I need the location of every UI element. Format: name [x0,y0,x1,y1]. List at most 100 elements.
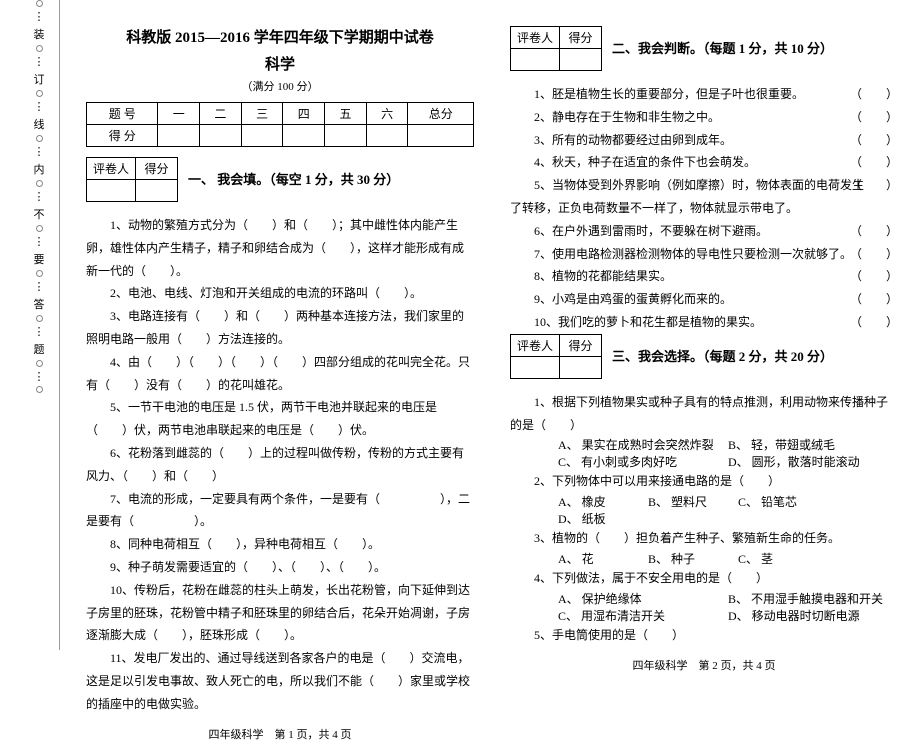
score-col: 四 [283,103,325,125]
review-box: 评卷人 得分 [86,157,178,202]
judge-q7: 7、使用电路检测器检测物体的导电性只要检测一次就够了。（ ） [510,243,898,266]
score-col: 五 [325,103,367,125]
section-1-header: 评卷人 得分 一、 我会填。（每空 1 分，共 30 分） [86,157,474,202]
review-cell [560,356,602,378]
review-cell [511,356,560,378]
score-col: 一 [158,103,200,125]
choice-option: B、 塑料尺 [648,493,728,510]
choice-q5: 5、手电筒使用的是（ ） [510,624,898,647]
judge-q4: 4、秋天，种子在适宜的条件下也会萌发。（ ） [510,151,898,174]
review-box: 评卷人 得分 [510,334,602,379]
binding-char: 订 [34,71,45,87]
fill-q2: 2、电池、电线、灯泡和开关组成的电流的环路叫（ ）。 [86,282,474,305]
fill-q10: 10、传粉后，花粉在雌蕊的柱头上萌发，长出花粉管，向下延伸到达子房里的胚珠，花粉… [86,579,474,647]
footer-page-1: 四年级科学 第 1 页，共 4 页 [86,716,474,742]
fill-q8: 8、同种电荷相互（ ），异种电荷相互（ ）。 [86,533,474,556]
choice-q3: 3、植物的（ ）担负着产生种子、繁殖新生命的任务。 [510,527,898,550]
section-3-questions: 1、根据下列植物果实或种子具有的特点推测，利用动物来传播种子的是（ ） A、 果… [510,391,898,647]
fill-q11: 11、发电厂发出的、通过导线送到各家各户的电是（ ）交流电，这是足以引发电事故、… [86,647,474,715]
score-cell [158,125,200,147]
binding-char: 不 [34,206,45,222]
judge-q2: 2、静电存在于生物和非生物之中。（ ） [510,106,898,129]
judge-q6: 6、在户外遇到雷雨时，不要躲在树下避雨。（ ） [510,220,898,243]
review-cell [136,180,178,202]
score-col: 六 [366,103,408,125]
choice-option: D、 移动电器时切断电源 [728,607,888,624]
score-header-label: 题 号 [87,103,158,125]
choice-option: A、 保护绝缘体 [558,590,718,607]
choice-option: C、 有小刺或多肉好吃 [558,453,718,470]
score-cell [241,125,283,147]
score-label: 得分 [136,158,178,180]
judge-q1: 1、胚是植物生长的重要部分，但是子叶也很重要。（ ） [510,83,898,106]
choice-q2: 2、下列物体中可以用来接通电路的是（ ） [510,470,898,493]
choice-option: B、 种子 [648,550,728,567]
score-col: 二 [200,103,242,125]
fill-q9: 9、种子萌发需要适宜的（ ）、（ ）、（ ）。 [86,556,474,579]
judge-q3: 3、所有的动物都要经过由卵到成年。（ ） [510,129,898,152]
section-2-title: 二、我会判断。（每题 1 分，共 10 分） [612,26,833,57]
choice-q1: 1、根据下列植物果实或种子具有的特点推测，利用动物来传播种子的是（ ） [510,391,898,437]
fill-q6: 6、花粉落到雌蕊的（ ）上的过程叫做传粉，传粉的方式主要有风力、（ ）和（ ） [86,442,474,488]
score-label: 得分 [560,27,602,49]
choice-q4: 4、下列做法，属于不安全用电的是（ ） [510,567,898,590]
binding-char: 内 [34,161,45,177]
choice-q1-options: A、 果实在成熟时会突然炸裂 B、 轻，带翅或绒毛 C、 有小刺或多肉好吃 D、… [510,436,898,470]
choice-option: A、 果实在成熟时会突然炸裂 [558,436,718,453]
review-cell [87,180,136,202]
binding-char: 题 [34,341,45,357]
fill-q5: 5、一节干电池的电压是 1.5 伏，两节干电池并联起来的电压是（ ）伏，两节电池… [86,396,474,442]
reviewer-label: 评卷人 [511,334,560,356]
score-cell [366,125,408,147]
exam-title: 科教版 2015—2016 学年四年级下学期期中试卷 [86,26,474,47]
choice-option: D、 纸板 [558,510,638,527]
fill-q3: 3、电路连接有（ ）和（ ）两种基本连接方法，我们家里的照明电路一般用（ ）方法… [86,305,474,351]
choice-option: B、 不用湿手触摸电器和开关 [728,590,888,607]
page-2: 评卷人 得分 二、我会判断。（每题 1 分，共 10 分） 1、胚是植物生长的重… [492,0,920,650]
binding-char: 要 [34,251,45,267]
section-1-questions: 1、动物的繁殖方式分为（ ）和（ ）；其中雌性体内能产生卵，雄性体内产生精子，精… [86,214,474,716]
score-cell [325,125,367,147]
choice-q4-options: A、 保护绝缘体 B、 不用湿手触摸电器和开关 C、 用湿布清洁开关 D、 移动… [510,590,898,624]
section-2-header: 评卷人 得分 二、我会判断。（每题 1 分，共 10 分） [510,26,898,71]
judge-q9: 9、小鸡是由鸡蛋的蛋黄孵化而来的。（ ） [510,288,898,311]
page-1: 科教版 2015—2016 学年四年级下学期期中试卷 科学 （满分 100 分）… [60,0,492,650]
choice-q2-options: A、 橡皮 B、 塑料尺 C、 铅笔芯 D、 纸板 [510,493,898,527]
section-3-title: 三、我会选择。（每题 2 分，共 20 分） [612,334,833,365]
binding-char: 答 [34,296,45,312]
reviewer-label: 评卷人 [87,158,136,180]
choice-option: C、 用湿布清洁开关 [558,607,718,624]
review-cell [560,49,602,71]
score-table: 题 号 一 二 三 四 五 六 总分 得 分 [86,102,474,147]
choice-option: A、 橡皮 [558,493,638,510]
binding-text: ⋮ 装 ⋮ 订 ⋮ 线 ⋮ 内 ⋮ 不 ⋮ 要 ⋮ 答 ⋮ 题 ⋮ [30,0,48,650]
choice-option: A、 花 [558,550,638,567]
score-row-label: 得 分 [87,125,158,147]
footer-page-2: 四年级科学 第 2 页，共 4 页 [510,647,898,673]
fill-q1: 1、动物的繁殖方式分为（ ）和（ ）；其中雌性体内能产生卵，雄性体内产生精子，精… [86,214,474,282]
choice-option: C、 茎 [738,550,818,567]
score-col: 总分 [408,103,474,125]
score-cell [408,125,474,147]
review-cell [511,49,560,71]
binding-char: 线 [34,116,45,132]
score-cell [283,125,325,147]
score-cell [200,125,242,147]
score-col: 三 [241,103,283,125]
exam-subject: 科学 [86,53,474,74]
section-1-title: 一、 我会填。（每空 1 分，共 30 分） [188,157,399,188]
fill-q4: 4、由（ ）（ ）（ ）（ ）四部分组成的花叫完全花。只有（ ）没有（ ）的花叫… [86,351,474,397]
judge-q5: 5、当物体受到外界影响（例如摩擦）时，物体表面的电荷发生了转移，正负电荷数量不一… [510,174,898,220]
score-label: 得分 [560,334,602,356]
reviewer-label: 评卷人 [511,27,560,49]
choice-option: C、 铅笔芯 [738,493,818,510]
section-3-header: 评卷人 得分 三、我会选择。（每题 2 分，共 20 分） [510,334,898,379]
full-score: （满分 100 分） [86,78,474,94]
binding-char: 装 [34,26,45,42]
judge-q8: 8、植物的花都能结果实。（ ） [510,265,898,288]
fill-q7: 7、电流的形成，一定要具有两个条件，一是要有（ ），二是要有（ ）。 [86,488,474,534]
judge-q10: 10、我们吃的萝卜和花生都是植物的果实。（ ） [510,311,898,334]
section-2-questions: 1、胚是植物生长的重要部分，但是子叶也很重要。（ ） 2、静电存在于生物和非生物… [510,83,898,334]
review-box: 评卷人 得分 [510,26,602,71]
choice-q3-options: A、 花 B、 种子 C、 茎 [510,550,898,567]
